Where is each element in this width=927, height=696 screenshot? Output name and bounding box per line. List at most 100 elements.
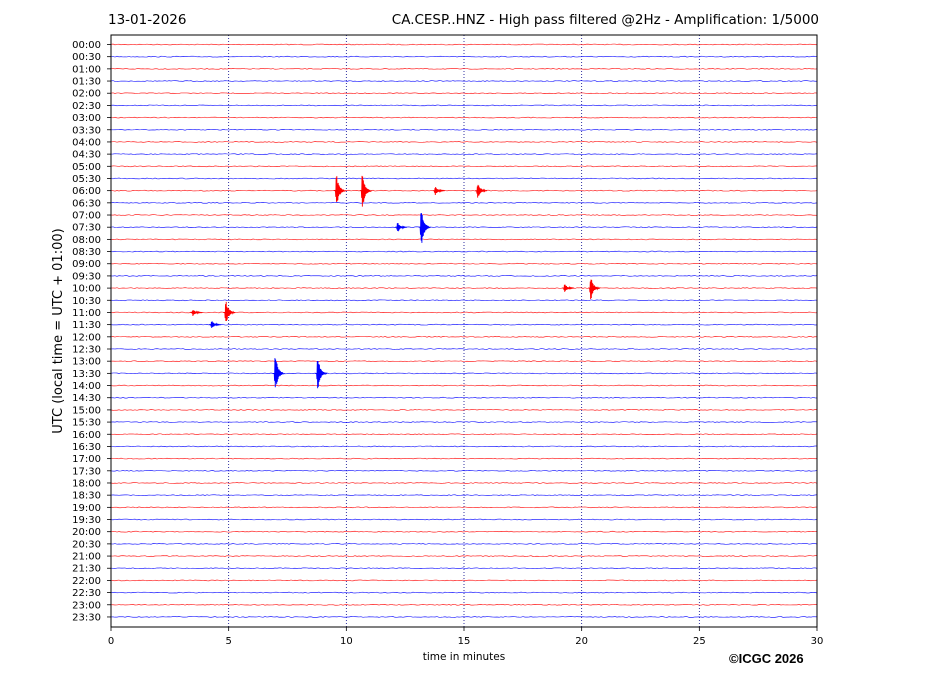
y-tick-label: 02:30 <box>72 101 101 112</box>
trace-line <box>110 482 818 484</box>
trace-line <box>110 141 818 143</box>
y-tick-label: 16:00 <box>72 430 101 441</box>
y-tick-label: 19:30 <box>72 515 101 526</box>
trace-line <box>110 43 818 46</box>
seismic-event <box>209 321 222 329</box>
y-tick-label: 12:00 <box>72 332 101 343</box>
trace-line <box>110 506 818 509</box>
trace-line <box>110 579 818 582</box>
y-tick-label: 05:00 <box>72 162 101 173</box>
seismic-event <box>475 184 488 198</box>
trace-line <box>110 202 818 204</box>
y-tick-label: 06:30 <box>72 198 101 209</box>
seismic-event <box>588 279 601 300</box>
trace-line <box>110 603 818 606</box>
trace-line <box>110 591 818 594</box>
y-tick-label: 11:00 <box>72 308 101 319</box>
trace-line <box>110 384 818 387</box>
trace-line <box>110 311 818 314</box>
y-tick-label: 08:30 <box>72 247 101 258</box>
y-tick-label: 01:00 <box>72 64 101 75</box>
chart-date: 13-01-2026 <box>108 12 187 28</box>
y-tick-label: 22:30 <box>72 588 101 599</box>
y-tick-label: 05:30 <box>72 174 101 185</box>
trace-line <box>110 287 818 289</box>
trace-line <box>110 336 818 338</box>
trace-line <box>110 567 818 570</box>
trace-line <box>110 543 818 545</box>
trace-line <box>110 518 818 521</box>
x-tick-label: 0 <box>108 636 114 647</box>
trace-lines <box>110 43 818 618</box>
y-tick-label: 15:30 <box>72 418 101 429</box>
trace-line <box>110 116 818 119</box>
trace-line <box>110 153 818 155</box>
y-tick-label: 06:00 <box>72 186 101 197</box>
y-tick-label: 18:30 <box>72 491 101 502</box>
x-tick-label: 15 <box>458 636 471 647</box>
x-tick-label: 10 <box>340 636 353 647</box>
seismic-event <box>395 223 408 232</box>
trace-line <box>110 275 818 277</box>
x-axis-ticks: 0 5 10 15 20 25 30 <box>108 627 824 647</box>
y-tick-label: 15:00 <box>72 405 101 416</box>
trace-line <box>110 214 818 216</box>
y-axis-label: UTC (local time = UTC + 01:00) <box>51 228 66 433</box>
seismic-events <box>190 175 601 389</box>
trace-line <box>110 409 818 411</box>
y-tick-label: 21:00 <box>72 552 101 563</box>
trace-line <box>110 165 818 168</box>
trace-line <box>110 80 818 82</box>
y-tick-label: 10:00 <box>72 284 101 295</box>
y-tick-label: 04:30 <box>72 150 101 161</box>
plot-frame <box>110 34 818 628</box>
y-tick-label: 20:00 <box>72 527 101 538</box>
y-tick-label: 10:30 <box>72 296 101 307</box>
x-axis-label: time in minutes <box>423 651 505 663</box>
y-tick-label: 04:00 <box>72 137 101 148</box>
y-tick-label: 09:30 <box>72 271 101 282</box>
trace-line <box>110 396 818 399</box>
x-tick-label: 25 <box>693 636 706 647</box>
y-tick-label: 13:30 <box>72 369 101 380</box>
trace-line <box>110 433 818 436</box>
y-tick-label: 20:30 <box>72 539 101 550</box>
seismic-event <box>432 187 445 196</box>
chart-title: CA.CESP..HNZ - High pass filtered @2Hz -… <box>391 12 819 28</box>
y-tick-label: 07:30 <box>72 223 101 234</box>
trace-line <box>110 457 818 460</box>
trace-line <box>110 530 818 533</box>
y-tick-label: 09:00 <box>72 259 101 270</box>
trace-line <box>110 445 818 448</box>
trace-line <box>110 92 818 95</box>
seismic-event <box>333 176 347 202</box>
y-tick-label: 01:30 <box>72 77 101 88</box>
trace-line <box>110 299 818 302</box>
seismic-event <box>418 213 431 243</box>
seismic-event <box>223 301 236 322</box>
y-tick-label: 18:00 <box>72 478 101 489</box>
y-tick-label: 03:00 <box>72 113 101 124</box>
y-tick-label: 08:00 <box>72 235 101 246</box>
trace-line <box>110 226 818 229</box>
trace-line <box>110 250 818 253</box>
trace-line <box>110 104 818 107</box>
y-tick-label: 14:30 <box>72 393 101 404</box>
y-tick-label: 00:00 <box>72 40 101 51</box>
copyright-label: ©ICGC 2026 <box>729 651 804 666</box>
y-tick-label: 13:00 <box>72 357 101 368</box>
trace-line <box>110 372 818 375</box>
x-tick-label: 5 <box>225 636 231 647</box>
trace-line <box>110 421 818 423</box>
trace-line <box>110 177 818 180</box>
trace-line <box>110 616 818 618</box>
y-tick-label: 21:30 <box>72 564 101 575</box>
y-tick-label: 00:30 <box>72 52 101 63</box>
y-tick-label: 17:00 <box>72 454 101 465</box>
x-tick-label: 30 <box>811 636 824 647</box>
y-tick-label: 12:30 <box>72 345 101 356</box>
seismic-event <box>272 358 285 388</box>
trace-line <box>110 55 818 58</box>
